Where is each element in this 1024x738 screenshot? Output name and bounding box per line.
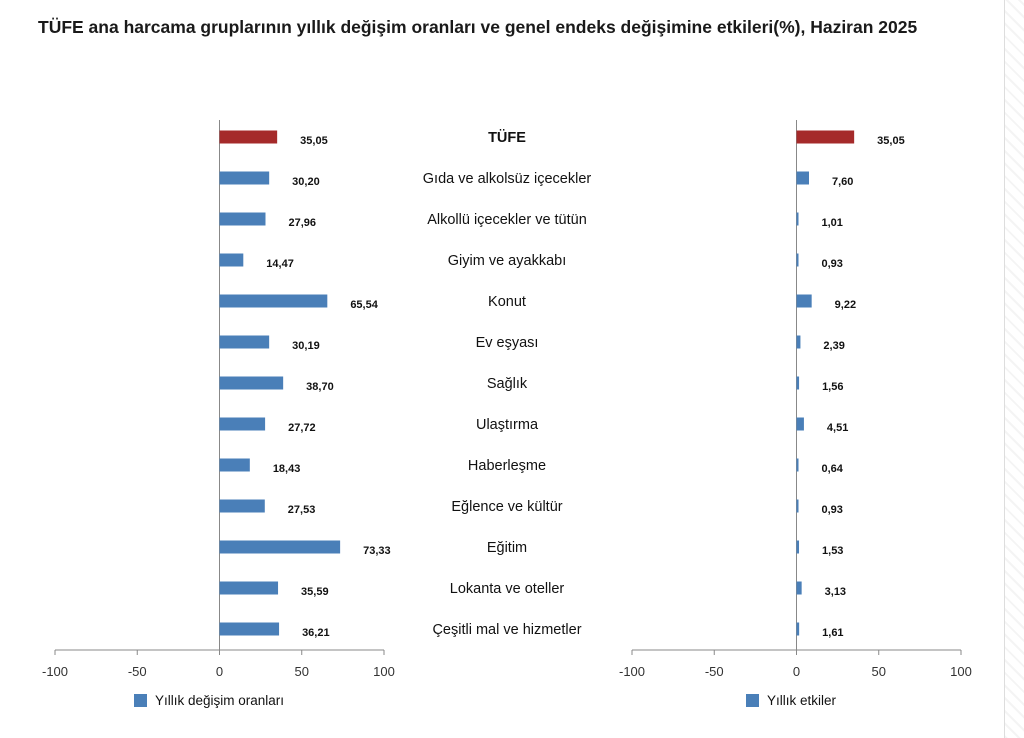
left-bar <box>219 212 266 226</box>
right-value-label: 0,93 <box>822 504 843 516</box>
left-bar <box>219 376 284 390</box>
left-tick-label: -100 <box>42 664 68 679</box>
right-bar <box>796 417 804 431</box>
left-bar <box>219 417 266 431</box>
right-bar <box>796 253 799 267</box>
left-value-label: 73,33 <box>363 545 391 557</box>
category-label: Sağlık <box>487 376 528 392</box>
left-bar <box>219 622 280 636</box>
category-label: Gıda ve alkolsüz içecekler <box>423 171 592 187</box>
left-bar <box>219 171 270 185</box>
category-label: Giyim ve ayakkabı <box>448 253 566 269</box>
right-value-label: 1,61 <box>822 627 843 639</box>
right-value-label: 1,01 <box>822 217 843 229</box>
right-bar <box>796 458 799 472</box>
right-bar <box>796 294 812 308</box>
left-value-label: 27,96 <box>288 217 316 229</box>
right-bar <box>796 130 855 144</box>
right-value-label: 1,53 <box>822 545 843 557</box>
category-label: TÜFE <box>488 129 526 146</box>
left-tick-label: 0 <box>216 664 223 679</box>
right-value-label: 35,05 <box>877 135 905 147</box>
left-bar <box>219 335 270 349</box>
right-bar <box>796 171 810 185</box>
right-tick-label: 50 <box>872 664 886 679</box>
left-bar <box>219 499 265 513</box>
right-value-label: 7,60 <box>832 176 853 188</box>
page-edge-divider <box>1004 0 1005 738</box>
category-label: Ulaştırma <box>476 417 539 433</box>
right-value-label: 0,64 <box>822 463 844 475</box>
left-value-label: 36,21 <box>302 627 330 639</box>
legend-right: Yıllık etkiler <box>746 693 836 708</box>
right-bar <box>796 376 800 390</box>
left-tick-label: -50 <box>128 664 147 679</box>
left-value-label: 30,19 <box>292 340 320 352</box>
category-label: Ev eşyası <box>476 335 539 351</box>
category-label: Konut <box>488 294 526 310</box>
left-value-label: 35,05 <box>300 135 328 147</box>
right-tick-label: -100 <box>619 664 645 679</box>
right-value-label: 1,56 <box>822 381 843 393</box>
left-bar <box>219 294 328 308</box>
category-label: Alkollü içecekler ve tütün <box>427 212 587 228</box>
left-tick-label: 100 <box>373 664 395 679</box>
right-tick-label: 100 <box>950 664 972 679</box>
left-value-label: 18,43 <box>273 463 301 475</box>
legend-right-label: Yıllık etkiler <box>767 693 837 708</box>
legend-left: Yıllık değişim oranları <box>134 693 284 708</box>
right-value-label: 9,22 <box>835 299 856 311</box>
right-bar <box>796 212 799 226</box>
left-value-label: 27,53 <box>288 504 316 516</box>
right-bar <box>796 581 802 595</box>
left-value-label: 27,72 <box>288 422 316 434</box>
left-value-label: 14,47 <box>266 258 294 270</box>
left-value-label: 38,70 <box>306 381 334 393</box>
right-tick-label: -50 <box>705 664 724 679</box>
right-value-label: 2,39 <box>823 340 844 352</box>
right-value-label: 0,93 <box>822 258 843 270</box>
right-bar <box>796 335 801 349</box>
category-label: Eğlence ve kültür <box>451 499 562 515</box>
legend-right-swatch <box>746 694 759 707</box>
legend-left-swatch <box>134 694 147 707</box>
right-bar <box>796 540 800 554</box>
left-value-label: 30,20 <box>292 176 320 188</box>
left-tick-label: 50 <box>295 664 309 679</box>
left-bar <box>219 253 244 267</box>
left-value-label: 65,54 <box>350 299 378 311</box>
left-bar <box>219 540 341 554</box>
left-bar <box>219 130 278 144</box>
right-bar <box>796 499 799 513</box>
right-bar <box>796 622 800 636</box>
category-label: Eğitim <box>487 540 527 556</box>
left-bar <box>219 581 279 595</box>
left-value-label: 35,59 <box>301 586 329 598</box>
legend-left-label: Yıllık değişim oranları <box>155 693 285 708</box>
category-label: Haberleşme <box>468 458 546 474</box>
right-tick-label: 0 <box>793 664 800 679</box>
category-label: Çeşitli mal ve hizmetler <box>432 622 581 638</box>
right-value-label: 3,13 <box>825 586 846 598</box>
right-value-label: 4,51 <box>827 422 848 434</box>
decorative-side-pattern <box>1005 0 1024 738</box>
left-bar <box>219 458 250 472</box>
chart-title: TÜFE ana harcama gruplarının yıllık deği… <box>38 17 918 37</box>
category-label: Lokanta ve oteller <box>450 581 565 597</box>
